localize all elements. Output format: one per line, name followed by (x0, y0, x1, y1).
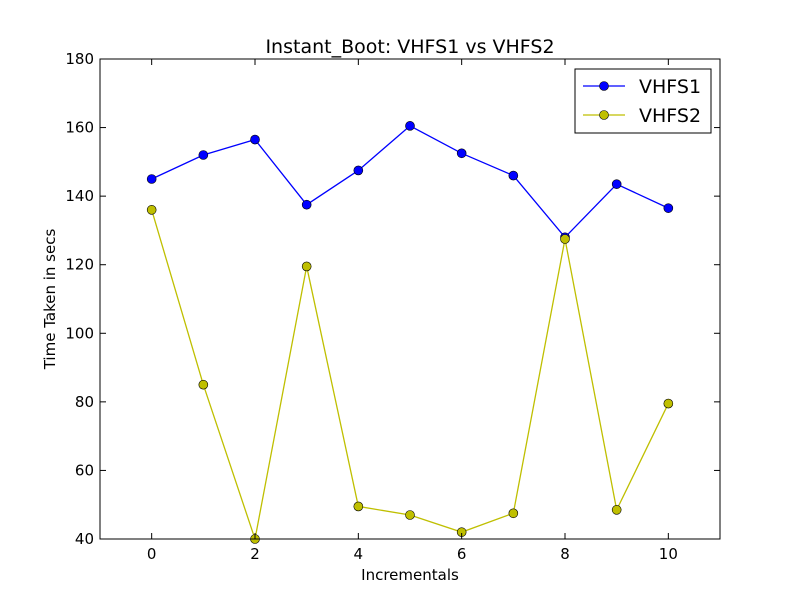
x-tick-label: 6 (457, 545, 467, 563)
data-point-vhfs2 (663, 398, 674, 409)
y-tick-label: 120 (65, 256, 94, 274)
data-point-vhfs1 (250, 134, 260, 145)
data-point-vhfs1 (508, 170, 519, 181)
data-point-vhfs2 (508, 508, 519, 519)
y-tick-label: 180 (65, 50, 94, 68)
legend-label-vhfs1: VHFS1 (639, 76, 701, 98)
data-point-vhfs2 (405, 510, 415, 520)
y-tick-label: 80 (75, 393, 94, 411)
x-tick-label: 10 (659, 545, 678, 563)
y-tick-label: 160 (65, 119, 94, 137)
data-point-vhfs1 (663, 203, 674, 213)
x-axis-label: Incrementals (361, 566, 459, 584)
y-axis-label: Time Taken in secs (41, 229, 59, 371)
legend-label-vhfs2: VHFS2 (639, 105, 701, 127)
chart-title: Instant_Boot: VHFS1 vs VHFS2 (265, 36, 554, 58)
y-tick-label: 140 (65, 187, 94, 205)
legend: VHFS1 VHFS2 (574, 68, 712, 134)
data-point-vhfs2 (301, 261, 312, 272)
data-point-vhfs1 (611, 179, 622, 189)
plot-frame (99, 58, 721, 540)
x-tick-label: 0 (147, 545, 157, 563)
x-tick-label: 2 (250, 545, 260, 563)
x-tick-label: 8 (560, 545, 570, 563)
plot-area: 0 2 4 6 8 10 40 60 80 100 120 140 160 180 (65, 50, 721, 563)
data-point-vhfs1 (456, 148, 467, 159)
data-point-vhfs2 (146, 205, 157, 215)
data-point-vhfs2 (353, 501, 364, 512)
data-point-vhfs2 (198, 379, 209, 390)
legend-marker-vhfs1 (599, 81, 609, 91)
legend-box (574, 68, 712, 134)
y-tick-label: 100 (65, 324, 94, 342)
data-point-vhfs2 (611, 505, 622, 515)
y-tick-label: 40 (75, 530, 94, 548)
y-tick-label: 60 (75, 461, 94, 479)
legend-marker-vhfs2 (599, 110, 609, 120)
data-point-vhfs2 (560, 234, 570, 244)
data-point-vhfs1 (405, 121, 415, 131)
x-tick-label: 4 (354, 545, 364, 563)
data-point-vhfs1 (146, 174, 157, 184)
data-point-vhfs1 (301, 199, 312, 210)
data-point-vhfs1 (353, 165, 364, 176)
data-point-vhfs1 (198, 150, 209, 160)
